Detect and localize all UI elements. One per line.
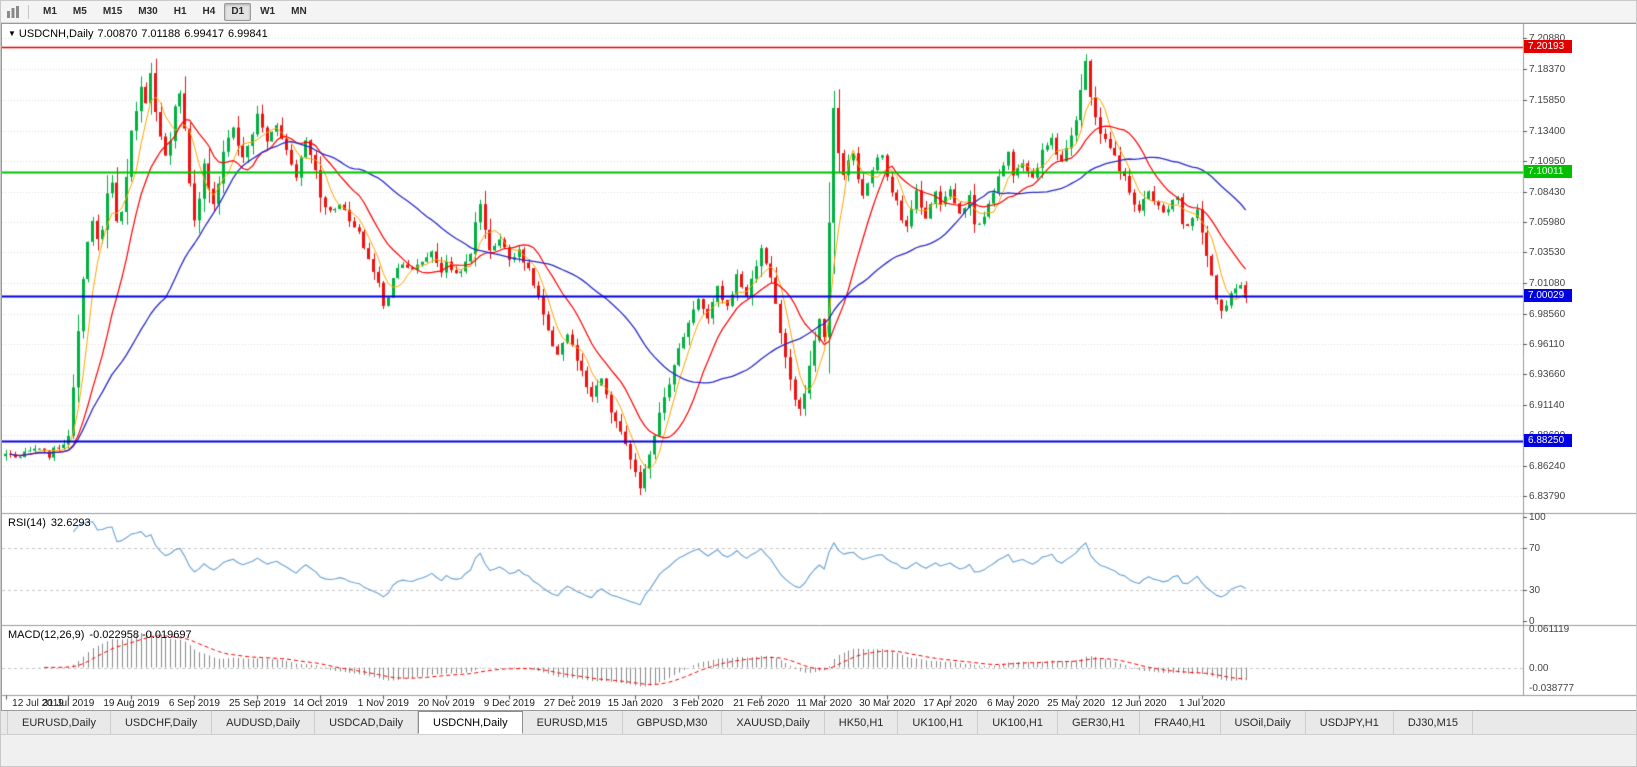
rsi-axis-label: 100 bbox=[1529, 512, 1546, 523]
macd-axis-label: 0.061119 bbox=[1529, 624, 1570, 635]
price-axis-label: 7.10950 bbox=[1529, 155, 1566, 167]
timeframe-button-w1[interactable]: W1 bbox=[260, 5, 276, 17]
price-axis-label: 6.93660 bbox=[1529, 369, 1566, 381]
chart-tab-usoil-daily[interactable]: USOil,Daily bbox=[1220, 711, 1306, 734]
ohlc-open: 7.00870 bbox=[97, 28, 138, 40]
timeframe-button-d1[interactable]: D1 bbox=[224, 2, 252, 21]
date-axis-label: 21 Feb 2020 bbox=[733, 698, 790, 709]
timeframe-button-m30[interactable]: M30 bbox=[138, 5, 158, 17]
price-axis-label: 6.96110 bbox=[1529, 338, 1565, 350]
macd-axis-label: 0.00 bbox=[1529, 662, 1549, 674]
timeframe-button-m15[interactable]: M15 bbox=[102, 5, 123, 17]
date-axis-label: 6 May 2020 bbox=[986, 698, 1040, 709]
date-axis-label: 27 Dec 2019 bbox=[543, 698, 601, 709]
macd-values: -0.022958 -0.019697 bbox=[89, 628, 192, 641]
chart-title: ▼ USDCNH,Daily 7.00870 7.01188 6.99417 6.9984… bbox=[8, 28, 272, 40]
periods-icon[interactable] bbox=[6, 5, 20, 19]
macd-axis-label: -0.038777 bbox=[1529, 683, 1575, 694]
chart-tab-usdcad-daily[interactable]: USDCAD,Daily bbox=[315, 711, 419, 734]
date-axis-label: 14 Oct 2019 bbox=[293, 698, 348, 709]
timeframe-buttons: M1 M5 M15 M30 H1 H4 D1 W1 MN bbox=[35, 2, 315, 21]
date-axis-label: 6 Sep 2019 bbox=[168, 698, 220, 709]
chart-tab-uk100-h1[interactable]: UK100,H1 bbox=[898, 711, 979, 734]
chart-tab-audusd-daily[interactable]: AUDUSD,Daily bbox=[212, 711, 316, 734]
chart-tab-usdchf-daily[interactable]: USDCHF,Daily bbox=[110, 711, 213, 734]
date-axis-label: 1 Jul 2020 bbox=[1178, 698, 1226, 709]
price-axis-label: 7.15850 bbox=[1529, 95, 1566, 107]
price-axis-label: 6.86240 bbox=[1529, 460, 1566, 472]
date-axis-label: 17 Apr 2020 bbox=[923, 698, 978, 709]
price-tag: 7.20193 bbox=[1524, 39, 1572, 53]
chart-tab-gbpusd-m30[interactable]: GBPUSD,M30 bbox=[622, 711, 723, 734]
price-axis-label: 7.20880 bbox=[1529, 33, 1565, 44]
timeframe-button-h4[interactable]: H4 bbox=[202, 5, 216, 17]
date-axis-label: 25 May 2020 bbox=[1047, 698, 1105, 709]
timeframe-button-mn[interactable]: MN bbox=[291, 5, 307, 17]
date-axis-label: 3 Feb 2020 bbox=[672, 698, 724, 709]
price-tag: 7.10011 bbox=[1524, 165, 1572, 179]
dropdown-triangle-icon[interactable]: ▼ bbox=[8, 29, 16, 38]
price-axis-label: 7.13400 bbox=[1529, 125, 1566, 137]
chart-canvas[interactable] bbox=[2, 24, 1636, 710]
ohlc-high: 7.01188 bbox=[141, 28, 181, 40]
chart-tab-ger30-h1[interactable]: GER30,H1 bbox=[1057, 711, 1141, 734]
price-tag: 7.00029 bbox=[1524, 288, 1572, 302]
rsi-name: RSI(14) bbox=[8, 516, 46, 529]
macd-name: MACD(12,26,9) bbox=[8, 628, 85, 641]
timeframe-button-m1[interactable]: M1 bbox=[43, 5, 57, 17]
timeframe-toolbar: M1 M5 M15 M30 H1 H4 D1 W1 MN bbox=[1, 1, 1636, 23]
chart-tab-usdjpy-h1[interactable]: USDJPY,H1 bbox=[1305, 711, 1394, 734]
chart-tabs-bar: EURUSD,Daily USDCHF,Daily AUDUSD,Daily USDC… bbox=[1, 711, 1636, 735]
rsi-indicator-label: RSI(14) 32.6293 bbox=[8, 517, 96, 529]
date-axis-label: 30 Mar 2020 bbox=[859, 698, 916, 709]
rsi-axis-label: 0 bbox=[1529, 616, 1535, 627]
date-axis-label: 1 Nov 2019 bbox=[357, 698, 409, 709]
chart-tab-eurusd-daily[interactable]: EURUSD,Daily bbox=[7, 711, 111, 734]
chart-tab-hk50-h1[interactable]: HK50,H1 bbox=[824, 711, 899, 734]
price-axis-label: 6.83790 bbox=[1529, 490, 1566, 502]
price-axis-label: 7.08430 bbox=[1529, 186, 1566, 198]
date-axis-label: 11 Mar 2020 bbox=[796, 698, 852, 709]
date-axis-label: 19 Aug 2019 bbox=[103, 698, 160, 709]
rsi-axis-label: 70 bbox=[1529, 543, 1541, 555]
price-axis-label: 7.18370 bbox=[1529, 64, 1566, 76]
chart-tab-usdcnh-daily[interactable]: USDCNH,Daily bbox=[418, 711, 523, 734]
rsi-axis-label: 30 bbox=[1529, 584, 1541, 596]
rsi-value: 32.6293 bbox=[50, 516, 91, 529]
date-axis-label: 15 Jan 2020 bbox=[607, 698, 663, 709]
toolbar-separator bbox=[28, 4, 29, 19]
chart-window: ▼ USDCNH,Daily 7.00870 7.01188 6.99417 6.9984… bbox=[1, 23, 1636, 711]
date-axis-label: 20 Nov 2019 bbox=[417, 698, 475, 709]
price-axis-label: 7.01080 bbox=[1529, 277, 1566, 289]
ohlc-low: 6.99417 bbox=[184, 28, 224, 40]
date-axis-label: 9 Dec 2019 bbox=[483, 698, 535, 709]
chart-tab-dj30-m15[interactable]: DJ30,M15 bbox=[1393, 711, 1473, 734]
timeframe-button-m5[interactable]: M5 bbox=[72, 5, 87, 17]
date-axis-label: 12 Jul 2019 bbox=[12, 698, 64, 709]
status-area bbox=[1, 735, 1636, 766]
price-axis-label: 6.98560 bbox=[1529, 308, 1566, 320]
price-axis-label: 7.05980 bbox=[1529, 217, 1566, 229]
macd-indicator-label: MACD(12,26,9) -0.022958 -0.019697 bbox=[8, 629, 197, 641]
date-axis-label: 12 Jun 2020 bbox=[1111, 698, 1167, 709]
chart-symbol-period: USDCNH,Daily bbox=[18, 28, 94, 40]
date-axis-label: 25 Sep 2019 bbox=[229, 698, 286, 709]
chart-tab-uk100-h1[interactable]: UK100,H1 bbox=[978, 711, 1058, 734]
price-tag: 6.88250 bbox=[1524, 433, 1572, 447]
date-axis-label: 31 Jul 2019 bbox=[42, 698, 95, 709]
chart-tab-fra40-h1[interactable]: FRA40,H1 bbox=[1140, 711, 1221, 734]
ohlc-close: 6.99841 bbox=[227, 28, 268, 40]
chart-tab-eurusd-m15[interactable]: EURUSD,M15 bbox=[522, 711, 623, 734]
chart-tab-xauusd-daily[interactable]: XAUUSD,Daily bbox=[722, 711, 825, 734]
price-axis-label: 6.91140 bbox=[1529, 400, 1565, 412]
price-axis-label: 7.03530 bbox=[1529, 247, 1566, 259]
timeframe-button-h1[interactable]: H1 bbox=[173, 5, 187, 17]
